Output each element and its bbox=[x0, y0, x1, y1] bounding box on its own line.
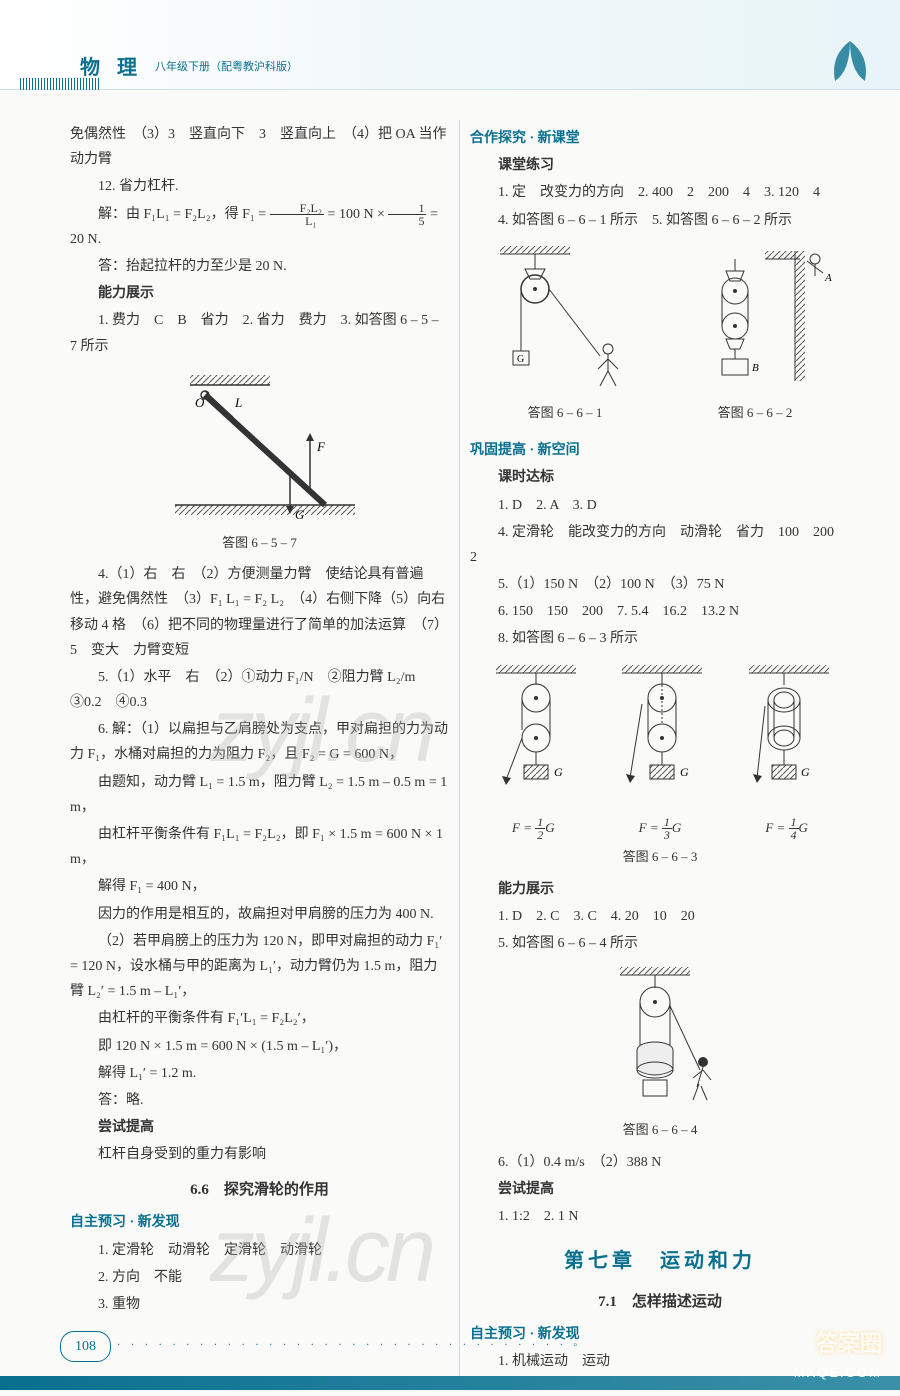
formA: F = 12G bbox=[476, 816, 591, 842]
q12-b: 解：由 F₁L₁ = F₂L₂，得 F₁ = F₂L₂L₁ = 100 N × … bbox=[70, 202, 449, 252]
svg-text:F: F bbox=[316, 439, 326, 454]
a6b: 由题知，动力臂 L₁ = 1.5 m，阻力臂 L₂ = 1.5 m – 0.5 … bbox=[70, 770, 449, 820]
a6g: 由杠杆的平衡条件有 F₁′L₁ = F₂L₂′， bbox=[70, 1006, 449, 1031]
left-column: 免偶然性 （3）3 竖直向下 3 竖直向上 （4）把 OA 当作动力臂 12. … bbox=[60, 120, 460, 1376]
leaf-icon bbox=[820, 36, 880, 86]
fig-row-2: G G G bbox=[470, 654, 850, 816]
coop-head: 合作探究 · 新课堂 bbox=[470, 126, 850, 151]
formC: F = 14G bbox=[729, 816, 844, 842]
corner-watermark-2: MXQE.COM bbox=[794, 1361, 882, 1384]
l5: 5.（1）150 N （2）100 N （3）75 N bbox=[470, 572, 850, 597]
fig-6-6-2: A B bbox=[670, 241, 840, 391]
header-subtitle: 八年级下册（配粤教沪科版） bbox=[155, 58, 298, 78]
fig-row-1-caps: 答图 6 – 6 – 1 答图 6 – 6 – 2 bbox=[470, 397, 850, 432]
fig-row-1: G A B bbox=[470, 235, 850, 397]
svg-text:G: G bbox=[295, 507, 305, 522]
a6i: 解得 L₁′ = 1.2 m. bbox=[70, 1061, 449, 1086]
try1-l: 杠杆自身受到的重力有影响 bbox=[70, 1142, 449, 1167]
q12-b-mid: = 100 N × bbox=[328, 207, 389, 222]
fraction-f2l2l1: F₂L₂L₁ bbox=[270, 202, 324, 227]
corner-watermark-1: 答案圈 bbox=[816, 1324, 882, 1364]
lesson-head: 课时达标 bbox=[470, 465, 850, 490]
a1: 1. 费力 C B 省力 2. 省力 费力 3. 如答图 6 – 5 – 7 所… bbox=[70, 308, 449, 358]
a6a: 6. 解：（1）以扁担与乙肩膀处为支点，甲对扁担的力为动力 F₁，水桶对扁担的力… bbox=[70, 717, 449, 767]
ability-head-l: 能力展示 bbox=[70, 281, 449, 306]
main-content: 免偶然性 （3）3 竖直向下 3 竖直向上 （4）把 OA 当作动力臂 12. … bbox=[0, 90, 900, 1396]
self2-l: 2. 方向 不能 bbox=[70, 1265, 449, 1290]
ability-head-r: 能力展示 bbox=[470, 877, 850, 902]
a6d: 解得 F₁ = 400 N， bbox=[70, 874, 449, 899]
svg-text:G: G bbox=[801, 765, 810, 779]
right-column: 合作探究 · 新课堂 课堂练习 1. 定 改变力的方向 2. 400 2 200… bbox=[460, 120, 860, 1376]
c1: 1. 定 改变力的方向 2. 400 2 200 4 3. 120 4 bbox=[470, 180, 850, 205]
svg-text:G: G bbox=[517, 354, 524, 365]
fig-6-6-3c: G bbox=[729, 660, 844, 810]
sec71-title: 7.1 怎样描述运动 bbox=[470, 1289, 850, 1316]
svg-text:O: O bbox=[195, 395, 205, 410]
ab1: 1. D 2. C 3. C 4. 20 10 20 bbox=[470, 904, 850, 929]
a4: 4.（1）右 右 （2）方便测量力臂 使结论具有普遍性，避免偶然性 （3）F₁ … bbox=[70, 562, 449, 663]
try1-r: 1. 1:2 2. 1 N bbox=[470, 1204, 850, 1229]
footer-dots: · · · · · · · · · · · · · · · · · · · · … bbox=[117, 1337, 581, 1355]
svg-text:A: A bbox=[824, 272, 832, 284]
fig-6-6-1: G bbox=[480, 241, 650, 391]
ab6: 6.（1）0.4 m/s （2）388 N bbox=[470, 1150, 850, 1175]
a6e: 因力的作用是相互的，故扁担对甲肩膀的压力为 400 N. bbox=[70, 902, 449, 927]
svg-text:G: G bbox=[680, 765, 689, 779]
a5: 5.（1）水平 右 （2）①动力 F₁/N ②阻力臂 L₂/m ③0.2 ④0.… bbox=[70, 665, 449, 715]
fig-6-6-3a: G bbox=[476, 660, 591, 810]
try-head-r: 尝试提高 bbox=[470, 1177, 850, 1202]
fig-row-2-forms: F = 12G F = 13G F = 14G bbox=[470, 816, 850, 842]
a6f: （2）若甲肩膀上的压力为 120 N，即甲对扁担的动力 F₁′ = 120 N，… bbox=[70, 929, 449, 1005]
class-head: 课堂练习 bbox=[470, 153, 850, 178]
self3-l: 3. 重物 bbox=[70, 1292, 449, 1317]
sol-cont: 免偶然性 （3）3 竖直向下 3 竖直向上 （4）把 OA 当作动力臂 bbox=[70, 122, 449, 172]
fig662-cap: 答图 6 – 6 – 2 bbox=[670, 401, 840, 424]
a6h: 即 120 N × 1.5 m = 600 N × (1.5 m – L₁′)， bbox=[70, 1034, 449, 1059]
try-head-l: 尝试提高 bbox=[70, 1115, 449, 1140]
consol-head: 巩固提高 · 新空间 bbox=[470, 438, 850, 463]
chapter7-title: 第七章 运动和力 bbox=[470, 1243, 850, 1279]
svg-text:B: B bbox=[752, 362, 759, 374]
self-head-l: 自主预习 · 新发现 bbox=[70, 1210, 449, 1235]
q12-a: 12. 省力杠杆. bbox=[70, 174, 449, 199]
l4: 4. 定滑轮 能改变力的方向 动滑轮 省力 100 200 2 bbox=[470, 520, 850, 570]
ab5: 5. 如答图 6 – 6 – 4 所示 bbox=[470, 931, 850, 956]
l6: 6. 150 150 200 7. 5.4 16.2 13.2 N bbox=[470, 599, 850, 624]
svg-text:L: L bbox=[234, 395, 242, 410]
fig661-cap: 答图 6 – 6 – 1 bbox=[480, 401, 650, 424]
q12-b-pre: 解：由 F₁L₁ = F₂L₂，得 F₁ = bbox=[98, 207, 270, 222]
fig-6-6-3b: G bbox=[602, 660, 717, 810]
self1-l: 1. 定滑轮 动滑轮 定滑轮 动滑轮 bbox=[70, 1238, 449, 1263]
a6j: 答：略. bbox=[70, 1088, 449, 1113]
a6c: 由杠杆平衡条件有 F₁L₁ = F₂L₂，即 F₁ × 1.5 m = 600 … bbox=[70, 822, 449, 872]
header-title: 物 理 bbox=[80, 50, 143, 86]
l8: 8. 如答图 6 – 6 – 3 所示 bbox=[470, 626, 850, 651]
footer: 108 · · · · · · · · · · · · · · · · · · … bbox=[60, 1331, 581, 1362]
page-header: 物 理 八年级下册（配粤教沪科版） bbox=[0, 0, 900, 90]
fraction-1-5: 15 bbox=[388, 202, 426, 227]
bottom-bar bbox=[0, 1376, 900, 1390]
fig657-cap: 答图 6 – 5 – 7 bbox=[70, 531, 449, 554]
fig663-cap: 答图 6 – 6 – 3 bbox=[470, 845, 850, 868]
sec66-title: 6.6 探究滑轮的作用 bbox=[70, 1177, 449, 1204]
l1: 1. D 2. A 3. D bbox=[470, 493, 850, 518]
q12-c: 答：抬起拉杆的力至少是 20 N. bbox=[70, 254, 449, 279]
fig-6-6-4 bbox=[585, 962, 735, 1112]
fig664-cap: 答图 6 – 6 – 4 bbox=[470, 1118, 850, 1141]
svg-text:G: G bbox=[554, 765, 563, 779]
c4: 4. 如答图 6 – 6 – 1 所示 5. 如答图 6 – 6 – 2 所示 bbox=[470, 208, 850, 233]
formB: F = 13G bbox=[602, 816, 717, 842]
page-number: 108 bbox=[60, 1331, 111, 1362]
fig-6-5-7: O L F G bbox=[155, 365, 365, 525]
